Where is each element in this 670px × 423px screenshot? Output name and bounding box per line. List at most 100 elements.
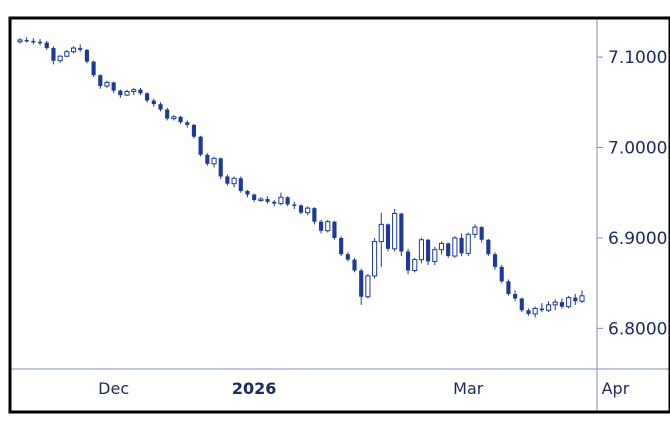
candle-body-down — [479, 227, 484, 240]
candle — [446, 242, 451, 258]
candle-body-up — [438, 242, 445, 251]
candle — [492, 252, 498, 270]
candle-body-down — [151, 100, 156, 105]
candle — [418, 237, 425, 264]
candle-body-up — [579, 295, 585, 302]
candle-body-down — [292, 204, 297, 206]
candle — [285, 196, 290, 207]
candle-body-up — [258, 198, 264, 202]
candle — [245, 190, 250, 198]
candle-body-down — [298, 205, 304, 213]
candle-body-up — [452, 237, 458, 257]
candle — [472, 224, 478, 238]
candle — [345, 252, 350, 262]
candle — [318, 219, 324, 234]
chart-border — [8, 16, 670, 414]
candle-body-down — [165, 109, 170, 119]
candle — [372, 237, 378, 279]
candle — [211, 156, 217, 168]
candle — [78, 44, 83, 52]
candle — [526, 308, 531, 316]
candle-body-up — [552, 301, 558, 306]
x-tick-label: Apr — [602, 379, 630, 398]
candle — [559, 298, 565, 309]
candle — [298, 204, 304, 215]
candle-body-down — [238, 178, 243, 191]
candle — [459, 233, 464, 257]
candle-body-down — [426, 239, 431, 262]
candle-body-up — [412, 259, 418, 271]
candle-body-down — [506, 281, 511, 294]
candle — [385, 223, 391, 252]
candle-body-up — [64, 51, 70, 57]
candle — [325, 219, 331, 233]
candle-body-up — [392, 213, 398, 250]
candle — [252, 193, 257, 202]
candle-body-up — [211, 157, 217, 165]
candle — [352, 257, 357, 273]
candle — [91, 60, 96, 78]
candle-body-up — [124, 90, 130, 96]
candle — [158, 102, 163, 112]
candle-body-down — [459, 237, 464, 254]
candle-body-down — [91, 61, 96, 76]
candle — [486, 238, 491, 257]
candle — [519, 297, 524, 313]
candle — [145, 92, 150, 103]
candle — [231, 176, 237, 188]
candle-body-down — [37, 41, 43, 44]
candle — [138, 87, 143, 96]
candle-body-down — [245, 190, 250, 195]
candle-body-up — [532, 307, 538, 315]
candle — [432, 246, 438, 266]
candle — [17, 38, 23, 44]
candle — [539, 303, 544, 313]
y-tick-label: 7.1000 — [608, 48, 667, 68]
candle — [272, 199, 277, 207]
candle-body-down — [312, 208, 317, 222]
candle-body-up — [171, 116, 177, 120]
candle-body-down — [225, 176, 230, 184]
candle — [532, 306, 538, 318]
candle-body-up — [70, 47, 77, 53]
candle-body-up — [432, 249, 438, 262]
candle — [405, 248, 411, 275]
candle-body-up — [57, 55, 63, 62]
candle-body-up — [465, 233, 471, 254]
candle — [104, 80, 110, 88]
candle — [499, 265, 504, 284]
candle — [438, 241, 445, 255]
candle — [37, 39, 43, 46]
candle — [579, 290, 585, 304]
candle-body-down — [405, 251, 411, 271]
candle — [265, 196, 270, 204]
candle — [64, 49, 70, 58]
candle — [479, 226, 484, 243]
candle-body-up — [278, 196, 284, 205]
candle — [573, 294, 578, 305]
candle — [392, 209, 398, 252]
candle — [84, 48, 89, 64]
candle-body-down — [145, 93, 150, 101]
candle-body-down — [191, 124, 197, 137]
candle — [51, 46, 56, 65]
candle-body-down — [499, 266, 504, 282]
candle-body-down — [98, 75, 103, 87]
candle — [131, 87, 137, 96]
candle — [198, 135, 203, 157]
candle-body-down — [526, 310, 531, 314]
candle-body-down — [78, 48, 83, 50]
candle — [118, 89, 123, 98]
candle — [238, 176, 243, 193]
x-axis-ticks: Dec 2026 Mar Apr — [98, 379, 630, 398]
candle — [292, 201, 297, 210]
candle-body-down — [345, 254, 350, 260]
candle — [545, 301, 552, 313]
candle — [566, 295, 572, 309]
candle-body-down — [24, 39, 29, 42]
candle — [513, 290, 518, 302]
candle-body-down — [158, 104, 163, 110]
candle — [426, 238, 431, 266]
candle-body-up — [378, 223, 384, 243]
